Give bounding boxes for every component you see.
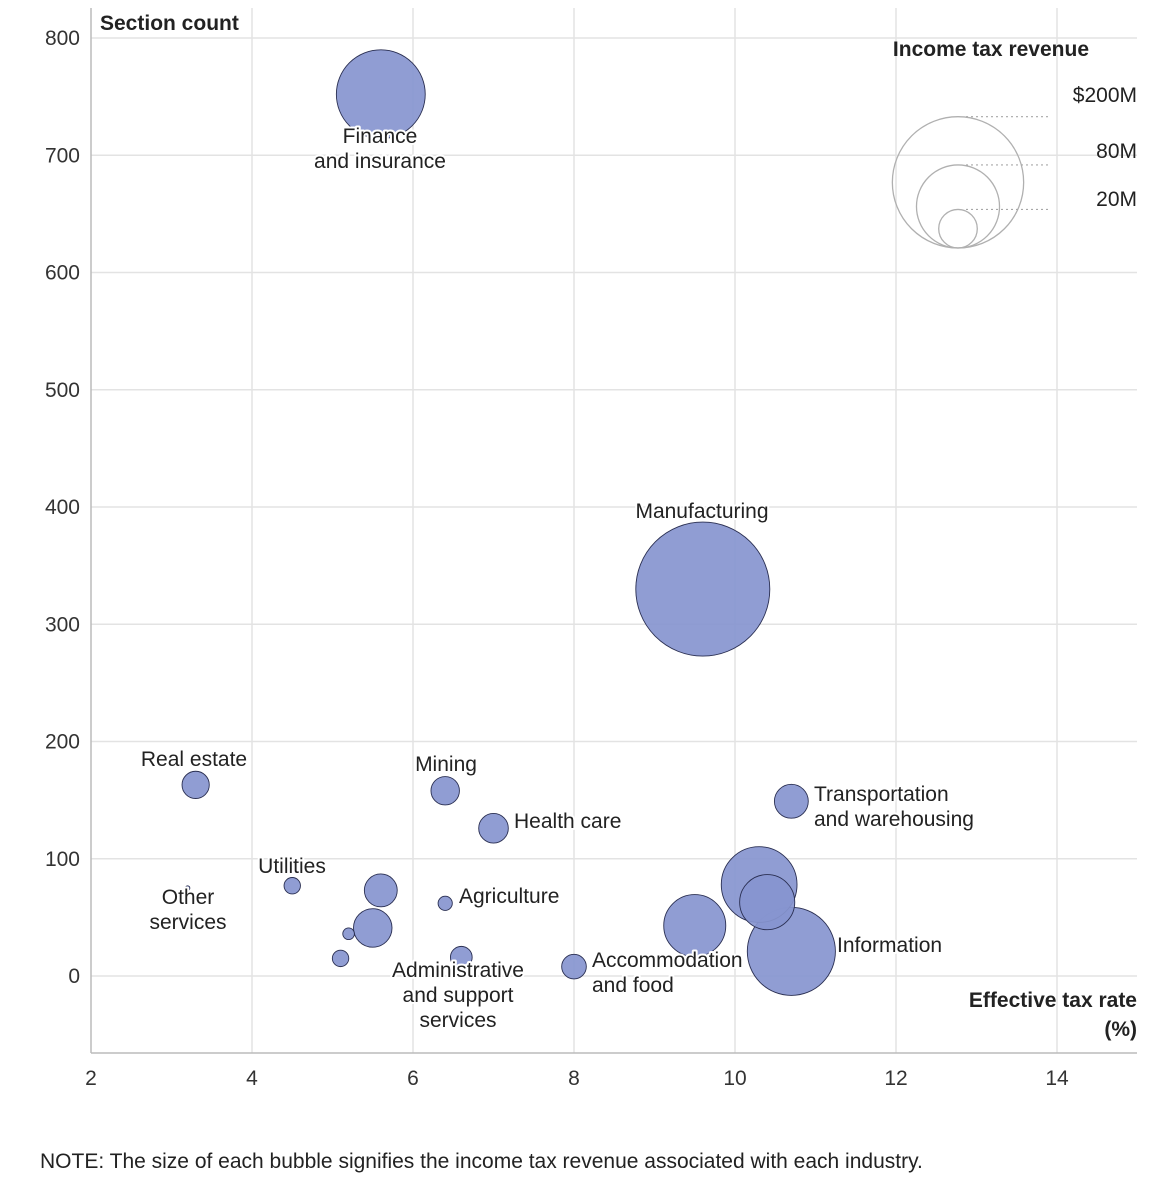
bubble-finance-and-insurance (335, 49, 426, 140)
y-tick-label: 100 (45, 848, 80, 871)
size-legend-circle (915, 164, 1001, 249)
y-tick-label: 0 (68, 965, 80, 988)
x-tick-label: 8 (568, 1067, 580, 1090)
bubble-other-services (184, 885, 191, 891)
bubble-administrative-and-support-services (449, 945, 473, 969)
grid-lines (91, 8, 1137, 1053)
bubbles (181, 49, 836, 996)
bubble-manufacturing (635, 521, 771, 657)
bubble-label: Health care (514, 810, 621, 833)
bubble-real-estate (181, 770, 210, 799)
bubble-unlabeled-4 (331, 949, 350, 968)
bubble-utilities (283, 877, 301, 895)
bubble-unlabeled-7 (739, 874, 796, 931)
y-tick-label: 700 (45, 144, 80, 167)
y-tick-label: 500 (45, 379, 80, 402)
x-tick-label: 6 (407, 1067, 419, 1090)
y-tick-label: 200 (45, 731, 80, 754)
size-legend-circle (938, 208, 978, 249)
bubble-label: Accommodation and food (592, 949, 743, 997)
y-tick-label: 600 (45, 262, 80, 285)
bubble-label: Agriculture (459, 885, 559, 908)
x-tick-label: 14 (1045, 1067, 1069, 1090)
axes (90, 8, 1137, 1054)
size-legend-circle (891, 116, 1025, 249)
bubble-label: Real estate (141, 748, 247, 771)
bubble-label: Information (837, 934, 942, 957)
bubble-agriculture (437, 895, 453, 911)
bubble-labels: Finance and insurance Manufacturing Real es… (139, 123, 976, 1034)
size-legend-label: $200M (1073, 84, 1137, 107)
size-legend-title: Income tax revenue (893, 38, 1089, 61)
y-tick-label: 300 (45, 613, 80, 636)
bubble-unlabeled-2 (353, 908, 393, 948)
bubble-accommodation-and-food (561, 953, 587, 980)
bubble-unlabeled-3 (342, 927, 355, 941)
bubble-unlabeled-1 (363, 873, 398, 908)
size-legend: Income tax revenue $200M 80M 20M (891, 38, 1137, 249)
bubble-label: Other services (149, 886, 226, 934)
bubble-label: Utilities (258, 855, 326, 878)
y-axis-label: Section count (100, 12, 239, 35)
x-tick-label: 4 (246, 1067, 258, 1090)
x-axis-label-line1: Effective tax rate (969, 989, 1137, 1012)
bubble-transportation-and-warehousing (773, 783, 809, 819)
bubble-label: Administrative and support services (392, 959, 524, 1032)
bubble-mining (430, 776, 460, 806)
bubble-label: Transportation and warehousing (814, 783, 974, 831)
x-tick-label: 12 (884, 1067, 907, 1090)
y-tick-label: 800 (45, 27, 80, 50)
bubble-label: Manufacturing (635, 500, 768, 523)
tick-labels: 0 100 200 300 400 500 600 700 800 2 4 6 8 10 12 14 (45, 27, 1069, 1090)
x-tick-label: 10 (723, 1067, 746, 1090)
y-tick-label: 400 (45, 496, 80, 519)
size-legend-label: 80M (1096, 140, 1137, 163)
bubble-label: Finance and insurance (314, 125, 446, 173)
footnote: NOTE: The size of each bubble signifies … (40, 1150, 923, 1173)
x-axis-label-line2: (%) (1104, 1018, 1137, 1041)
bubble-label: Mining (415, 753, 477, 776)
bubble-unlabeled-5 (663, 894, 727, 958)
size-legend-label: 20M (1096, 188, 1137, 211)
bubble-health-care (478, 813, 509, 844)
x-tick-label: 2 (85, 1067, 97, 1090)
